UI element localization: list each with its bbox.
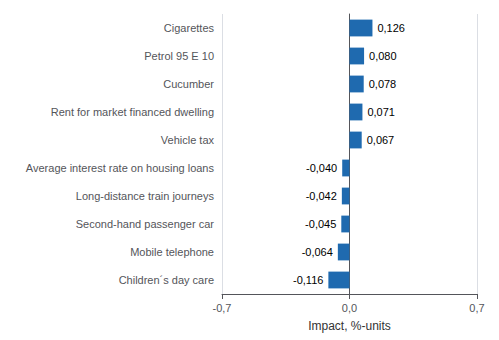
svg-text:-0,7: -0,7 bbox=[213, 302, 232, 314]
svg-text:Children´s day care: Children´s day care bbox=[119, 274, 214, 286]
svg-text:Petrol 95 E 10: Petrol 95 E 10 bbox=[144, 50, 214, 62]
svg-text:Impact, %-units: Impact, %-units bbox=[308, 319, 391, 333]
svg-text:0,126: 0,126 bbox=[377, 22, 405, 34]
svg-text:-0,116: -0,116 bbox=[293, 274, 323, 286]
svg-text:0,067: 0,067 bbox=[367, 134, 395, 146]
svg-text:Cigarettes: Cigarettes bbox=[164, 22, 215, 34]
svg-text:-0,042: -0,042 bbox=[306, 190, 337, 202]
svg-text:0,0: 0,0 bbox=[342, 302, 357, 314]
svg-text:0,080: 0,080 bbox=[369, 50, 397, 62]
svg-text:Mobile telephone: Mobile telephone bbox=[130, 246, 214, 258]
svg-text:0,7: 0,7 bbox=[469, 302, 484, 314]
svg-text:Long-distance train journeys: Long-distance train journeys bbox=[76, 190, 215, 202]
svg-text:-0,045: -0,045 bbox=[305, 218, 336, 230]
svg-text:Average interest rate on housi: Average interest rate on housing loans bbox=[26, 162, 215, 174]
svg-text:Vehicle tax: Vehicle tax bbox=[161, 134, 215, 146]
svg-text:-0,064: -0,064 bbox=[302, 246, 333, 258]
svg-text:Second-hand passenger car: Second-hand passenger car bbox=[76, 218, 215, 230]
svg-text:Cucumber: Cucumber bbox=[163, 78, 214, 90]
svg-text:0,071: 0,071 bbox=[367, 106, 395, 118]
svg-text:-0,040: -0,040 bbox=[306, 162, 337, 174]
svg-text:Rent for market financed dwell: Rent for market financed dwelling bbox=[51, 106, 214, 118]
svg-text:0,078: 0,078 bbox=[369, 78, 397, 90]
